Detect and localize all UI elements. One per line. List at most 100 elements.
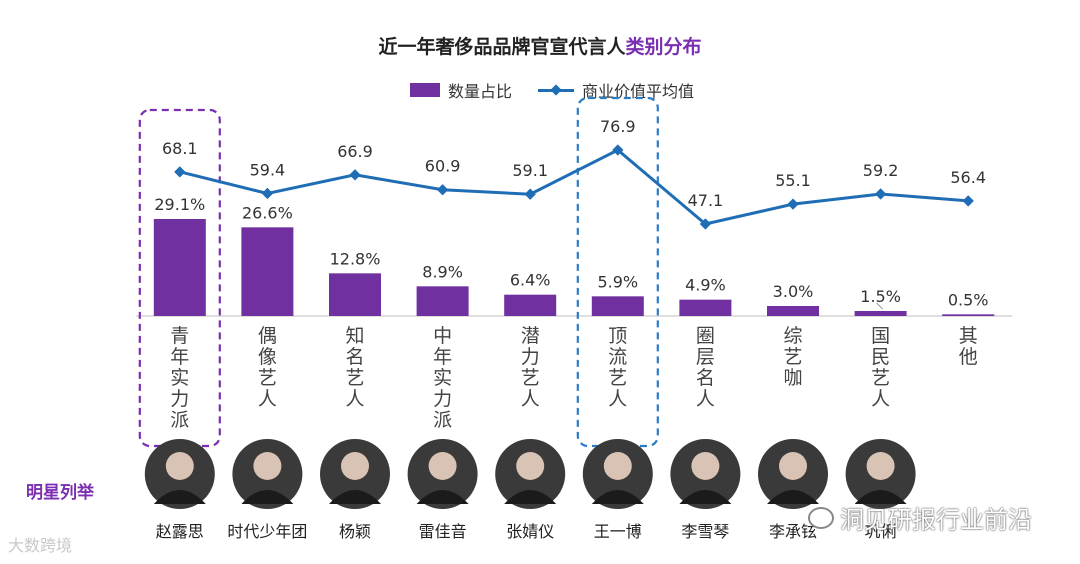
- celebrity-face-7: [691, 452, 720, 480]
- wechat-icon: [808, 506, 834, 529]
- celebrity-body-6: [591, 490, 644, 504]
- celebrity-7: 李雪琴: [670, 439, 741, 541]
- celebrity-body-4: [416, 490, 469, 504]
- celebrity-9: 巩俐: [845, 439, 916, 541]
- category-label-3: 知名艺人: [345, 325, 364, 410]
- chart-title-highlight: 类别分布: [625, 36, 702, 58]
- category-label-4: 中年实力派: [433, 325, 452, 431]
- category-label-8: 综艺咖: [783, 325, 802, 389]
- celebrity-name-5: 张婧仪: [506, 522, 554, 541]
- celebrity-name-1: 赵露思: [156, 522, 204, 541]
- celebrity-5: 张婧仪: [495, 439, 566, 541]
- line-label-9: 59.2: [863, 161, 899, 180]
- line-label-1: 68.1: [162, 139, 198, 158]
- chart-legend: 数量占比 商业价值平均值: [410, 78, 694, 102]
- category-label-5: 潜力艺人: [521, 325, 540, 410]
- bar-label-5: 6.4%: [510, 271, 551, 290]
- celebrity-1: 赵露思: [144, 439, 215, 541]
- celebrity-body-7: [679, 490, 732, 504]
- bar-5: [504, 294, 557, 316]
- celebrity-body-5: [504, 490, 557, 504]
- bar-9: [854, 311, 907, 316]
- category-label-1: 青年实力派: [170, 325, 189, 431]
- celebrity-face-6: [603, 452, 632, 480]
- celebrity-4: 雷佳音: [407, 439, 478, 541]
- bar-10: [942, 314, 995, 316]
- line-label-4: 60.9: [425, 157, 461, 176]
- celebrity-8: 李承铉: [758, 439, 828, 541]
- bar-8: [767, 306, 819, 316]
- celebrity-face-3: [341, 452, 369, 480]
- bar-label-4: 8.9%: [422, 262, 463, 281]
- category-label-2: 偶像艺人: [258, 325, 277, 410]
- celebrity-3: 杨颖: [320, 439, 390, 541]
- legend-line-label: 商业价值平均值: [582, 82, 695, 101]
- celebrity-face-9: [866, 452, 895, 480]
- bar-label-3: 12.8%: [330, 249, 381, 268]
- line-point-10: [962, 195, 974, 207]
- bar-label-2: 26.6%: [242, 203, 293, 222]
- category-label-6: 顶流艺人: [608, 325, 627, 410]
- line-point-9: [874, 188, 887, 200]
- line-label-8: 55.1: [775, 171, 811, 190]
- bar-label-1: 29.1%: [154, 195, 205, 214]
- celebrity-name-4: 雷佳音: [419, 522, 467, 541]
- bar-7: [679, 299, 732, 316]
- chart-title: 近一年奢侈品品牌官宣代言人类别分布: [0, 32, 1080, 59]
- celebrity-body-1: [153, 490, 206, 504]
- bar-2: [241, 227, 294, 316]
- celebrity-2: 时代少年团: [227, 439, 307, 541]
- bar-label-leader: [876, 302, 883, 310]
- celebrity-body-3: [329, 490, 381, 504]
- bar-4: [416, 286, 469, 316]
- line-label-6: 76.9: [600, 117, 636, 136]
- celebrity-face-8: [779, 452, 807, 480]
- bar-label-8: 3.0%: [773, 282, 814, 301]
- celebrity-name-7: 李雪琴: [681, 522, 729, 541]
- line-point-8: [787, 198, 799, 210]
- celebrity-body-8: [767, 490, 819, 504]
- watermark-right-text: 洞见研报行业前沿: [840, 506, 1032, 534]
- line-point-5: [524, 188, 536, 200]
- chart-title-main: 近一年奢侈品品牌官宣代言人: [378, 36, 626, 58]
- line-point-1: [174, 166, 186, 178]
- celebrity-face-1: [165, 452, 194, 480]
- celebrity-face-2: [253, 452, 282, 480]
- line-point-2: [261, 187, 274, 200]
- bar-label-7: 4.9%: [685, 276, 726, 295]
- celebrity-name-2: 时代少年团: [227, 522, 307, 541]
- celebrity-name-6: 王一博: [594, 522, 642, 541]
- line-label-5: 59.1: [512, 161, 548, 180]
- bar-label-6: 5.9%: [597, 272, 638, 291]
- category-label-10: 其他: [959, 325, 978, 368]
- line-label-3: 66.9: [337, 142, 373, 161]
- bar-1: [153, 219, 206, 316]
- line-point-3: [349, 169, 361, 181]
- legend-bar-swatch: [410, 83, 440, 97]
- bar-label-9: 1.5%: [860, 287, 901, 306]
- legend-line-swatch: [538, 83, 575, 97]
- celebrity-body-9: [854, 490, 907, 504]
- celebrity-name-9: 巩俐: [865, 522, 897, 541]
- bar-label-10: 0.5%: [948, 290, 989, 309]
- line-label-7: 47.1: [688, 191, 724, 210]
- category-label-7: 圈层名人: [696, 325, 715, 410]
- category-label-9: 国民艺人: [871, 325, 890, 410]
- celebrity-body-2: [241, 490, 294, 504]
- line-label-10: 56.4: [950, 168, 986, 187]
- line-label-2: 59.4: [250, 160, 286, 179]
- line-series: [179, 148, 969, 226]
- line-point-6: [612, 144, 624, 156]
- celebrity-face-4: [428, 452, 457, 480]
- watermark-left: 大数跨境: [8, 536, 73, 555]
- celebrity-6: 王一博: [582, 439, 653, 541]
- celebrity-section-label: 明星列举: [26, 483, 94, 503]
- line-point-4: [436, 184, 449, 196]
- bar-3: [329, 273, 381, 316]
- watermark-right: 洞见研报行业前沿: [808, 500, 1032, 535]
- celebrity-name-8: 李承铉: [769, 522, 817, 541]
- line-point-7: [699, 218, 712, 230]
- legend-bar-label: 数量占比: [448, 82, 513, 101]
- celebrity-name-3: 杨颖: [339, 522, 371, 541]
